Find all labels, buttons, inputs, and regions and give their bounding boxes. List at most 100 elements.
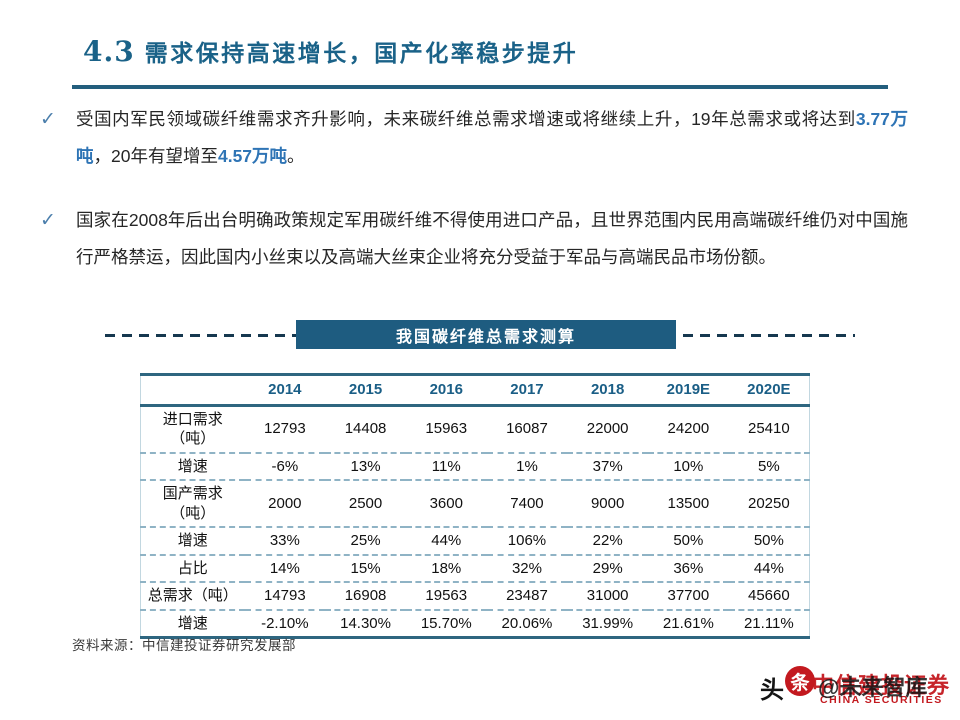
row-label: 总需求（吨） bbox=[147, 587, 238, 604]
table-cell: 44% bbox=[753, 559, 784, 577]
table-cell: 14793 bbox=[263, 587, 306, 604]
table-cell: 33% bbox=[269, 532, 300, 549]
year-column-header: 2020E bbox=[747, 381, 791, 398]
table-cell: 14408 bbox=[344, 420, 387, 438]
table-cell: 16087 bbox=[506, 420, 548, 438]
body-text: 国家在2008年后出台明确政策规定军用碳纤维不得使用进口产品，且世界范围内民用高… bbox=[76, 210, 908, 267]
year-column-header: 2018 bbox=[590, 381, 625, 398]
table-cell: 5% bbox=[758, 457, 780, 475]
table-header-row: 2014 2015 2016 2017 2018 2019E 2020E bbox=[140, 375, 810, 406]
table-cell: 50% bbox=[753, 532, 784, 549]
demand-table: 2014 2015 2016 2017 2018 2019E 2020E 进口需求 （吨） 1… bbox=[140, 373, 810, 639]
table-cell: 23487 bbox=[506, 587, 548, 604]
table-cell: 15.70% bbox=[420, 614, 472, 632]
toutiao-prefix: 头 bbox=[760, 677, 784, 704]
year-column-header: 2019E bbox=[666, 381, 711, 398]
table-cell: 1% bbox=[516, 457, 538, 475]
table-row: 国产需求 （吨） 2000 2500 3600 7400 9000 13500 20250 bbox=[140, 480, 810, 527]
table-row: 总需求（吨） 14793 16908 19563 23487 31000 37700 4566… bbox=[140, 582, 810, 610]
table-cell: 37% bbox=[592, 457, 623, 475]
section-number: 4.3 bbox=[83, 35, 135, 68]
row-label: 增速 bbox=[177, 457, 208, 475]
year-column-header: 2014 bbox=[268, 381, 302, 398]
table-cell: 15963 bbox=[425, 420, 468, 438]
check-icon: ✓ bbox=[40, 109, 56, 130]
row-label: 进口需求 （吨） bbox=[162, 410, 223, 448]
table-row: 增速 -6% 13% 11% 1% 37% 10% 5% bbox=[140, 453, 810, 480]
table-row: 占比 14% 15% 18% 32% 29% 36% 44% bbox=[140, 555, 810, 582]
bullet-text: 受国内军民领域碳纤维需求齐升影响，未来碳纤维总需求增速或将继续上升，19年总需求… bbox=[76, 101, 908, 175]
table-cell: 2000 bbox=[268, 494, 302, 512]
table-cell: 10% bbox=[673, 457, 704, 475]
toutiao-seal-icon: 条 bbox=[785, 666, 815, 696]
table-body: 进口需求 （吨） 12793 14408 15963 16087 22000 24200 25… bbox=[140, 405, 810, 638]
securities-logo-cn: 中信建投证券 bbox=[812, 673, 951, 698]
row-label: 国产需求 （吨） bbox=[162, 485, 223, 522]
table-cell: 15% bbox=[350, 559, 381, 577]
table-cell: 25% bbox=[350, 532, 381, 549]
table-cell: 14.30% bbox=[340, 614, 391, 632]
table-row: 增速 -2.10% 14.30% 15.70% 20.06% 31.99% 21.61% 21… bbox=[141, 610, 810, 638]
table-cell: 21.11% bbox=[743, 614, 794, 632]
table-cell: 25410 bbox=[748, 420, 790, 438]
table-cell: -6% bbox=[271, 457, 299, 475]
table-cell: 32% bbox=[511, 559, 542, 577]
highlighted-text: 4.57万吨 bbox=[217, 146, 288, 166]
table-cell: 36% bbox=[673, 559, 704, 577]
table-cell: 24200 bbox=[667, 420, 710, 438]
title-text: 需求保持高速增长，国产化率稳步提升 bbox=[144, 40, 579, 66]
table-cell: 21.61% bbox=[662, 614, 714, 632]
check-icon: ✓ bbox=[40, 210, 56, 231]
table-cell: 2500 bbox=[348, 494, 383, 512]
table-cell: -2.10% bbox=[261, 614, 309, 632]
table-header: 2014 2015 2016 2017 2018 2019E 2020E bbox=[140, 375, 810, 406]
table-cell: 20250 bbox=[748, 494, 790, 512]
securities-logo-en: CHINA SECURITIES bbox=[820, 694, 943, 706]
table-cell: 3600 bbox=[429, 494, 463, 512]
table-cell: 31000 bbox=[586, 587, 629, 604]
toutiao-handle: @未来智库 bbox=[818, 675, 928, 700]
table-banner-label: 我国碳纤维总需求测算 bbox=[395, 328, 576, 346]
year-column-header: 2015 bbox=[348, 381, 383, 398]
body-text: 。 bbox=[287, 146, 305, 166]
table-cell: 9000 bbox=[590, 494, 625, 512]
row-label: 增速 bbox=[177, 614, 208, 632]
table-cell: 19563 bbox=[425, 587, 468, 604]
bullet-list: ✓ 受国内军民领域碳纤维需求齐升影响，未来碳纤维总需求增速或将继续上升，19年总需… bbox=[40, 101, 908, 303]
table-cell: 37700 bbox=[667, 587, 710, 604]
table-cell: 31.99% bbox=[582, 614, 634, 632]
row-label: 占比 bbox=[177, 559, 208, 577]
row-label: 增速 bbox=[177, 532, 208, 549]
table-cell: 11% bbox=[431, 457, 461, 475]
table-cell: 7400 bbox=[510, 494, 544, 512]
table-cell: 50% bbox=[673, 532, 704, 549]
table-corner-cell bbox=[141, 375, 245, 406]
body-text: ，20年有望增至 bbox=[93, 146, 218, 166]
table-cell: 29% bbox=[592, 559, 623, 577]
table-banner: 我国碳纤维总需求测算 bbox=[296, 320, 676, 349]
table-cell: 106% bbox=[507, 532, 547, 549]
table-cell: 18% bbox=[431, 559, 462, 577]
bullet-item: ✓ 国家在2008年后出台明确政策规定军用碳纤维不得使用进口产品，且世界范围内民用… bbox=[40, 202, 908, 276]
table-cell: 20.06% bbox=[501, 614, 553, 632]
body-text: 受国内军民领域碳纤维需求齐升影响，未来碳纤维总需求增速或将继续上升，19年总需求… bbox=[76, 109, 856, 129]
table-cell: 45660 bbox=[748, 587, 790, 604]
table-cell: 16908 bbox=[344, 587, 387, 604]
title-divider bbox=[72, 85, 888, 89]
table-row: 进口需求 （吨） 12793 14408 15963 16087 22000 24200 25… bbox=[140, 405, 810, 453]
table-cell: 22000 bbox=[586, 420, 629, 438]
bullet-text: 国家在2008年后出台明确政策规定军用碳纤维不得使用进口产品，且世界范围内民用高… bbox=[76, 202, 908, 276]
year-column-header: 2017 bbox=[510, 381, 544, 398]
page-title: 4.3 需求保持高速增长，国产化率稳步提升 bbox=[83, 34, 578, 68]
bullet-item: ✓ 受国内军民领域碳纤维需求齐升影响，未来碳纤维总需求增速或将继续上升，19年总需… bbox=[40, 101, 908, 175]
table-cell: 13% bbox=[350, 457, 381, 475]
watermark: 中信建投证券 CHINA SECURITIES 头 条 @未来智库 bbox=[760, 663, 958, 718]
year-column-header: 2016 bbox=[429, 381, 463, 398]
highlighted-text: 3.77万吨 bbox=[76, 109, 908, 166]
table-cell: 22% bbox=[592, 532, 623, 549]
table-cell: 44% bbox=[431, 532, 462, 549]
table-cell: 13500 bbox=[667, 494, 710, 512]
table-cell: 14% bbox=[269, 559, 300, 577]
table-cell: 12793 bbox=[263, 420, 306, 438]
